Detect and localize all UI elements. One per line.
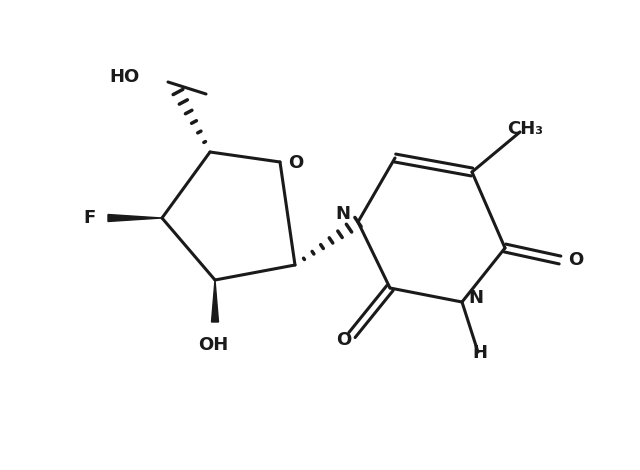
Text: OH: OH — [198, 336, 228, 354]
Text: O: O — [288, 154, 303, 172]
Text: H: H — [472, 344, 488, 362]
Text: N: N — [335, 205, 350, 223]
Polygon shape — [108, 214, 162, 221]
Polygon shape — [211, 280, 218, 322]
Text: CH₃: CH₃ — [507, 120, 543, 138]
Text: N: N — [468, 289, 483, 307]
Text: O: O — [568, 251, 583, 269]
Text: F: F — [84, 209, 96, 227]
Text: O: O — [337, 331, 351, 349]
Text: HO: HO — [109, 68, 140, 86]
